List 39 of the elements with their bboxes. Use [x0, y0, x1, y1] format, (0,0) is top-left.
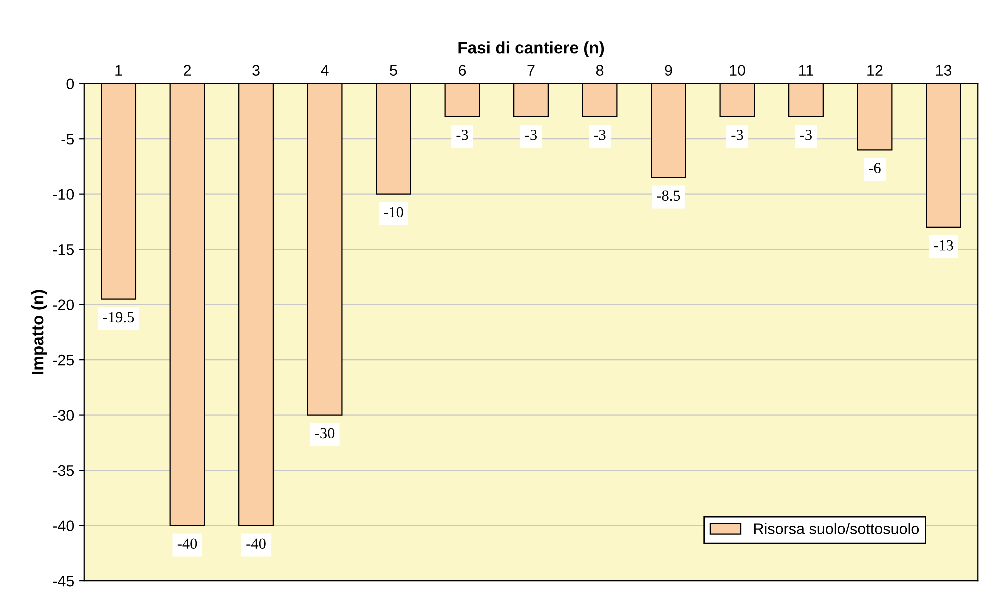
y-tick-label: -30 — [53, 410, 74, 421]
x-tick-label: 6 — [459, 65, 466, 76]
y-tick-label: -45 — [53, 576, 74, 587]
x-tick-label: 2 — [184, 65, 192, 76]
data-label: -10 — [384, 207, 404, 218]
x-tick-label: 9 — [665, 65, 672, 76]
x-axis-title: Fasi di cantiere (n) — [458, 42, 604, 58]
data-label: -40 — [246, 538, 266, 550]
y-tick-label: -5 — [62, 134, 74, 145]
x-tick-label: 12 — [868, 65, 883, 76]
y-tick-label: -15 — [53, 244, 74, 256]
y-tick-label: -40 — [53, 520, 74, 532]
data-label: -6 — [869, 163, 881, 174]
x-tick-label: 11 — [799, 65, 814, 76]
data-label: -3 — [594, 130, 606, 140]
data-label: -3 — [732, 130, 744, 140]
data-label: -8.5 — [657, 190, 680, 202]
y-tick-label: 0 — [66, 78, 74, 90]
x-tick-label: 10 — [730, 65, 746, 76]
data-label: -3 — [456, 130, 468, 140]
y-tick-label: -20 — [53, 300, 74, 311]
legend-label: Risorsa suolo/sottosuolo — [754, 523, 920, 534]
data-label: -19.5 — [103, 312, 134, 323]
x-tick-label: 1 — [116, 65, 122, 76]
data-label: -13 — [934, 240, 954, 251]
x-tick-label: 13 — [936, 65, 952, 76]
data-label: -3 — [800, 130, 812, 140]
y-tick-label: -10 — [53, 189, 74, 200]
y-tick-label: -35 — [53, 465, 74, 476]
x-tick-label: 7 — [528, 65, 535, 76]
x-tick-label: 3 — [252, 65, 260, 76]
y-axis-title: Impatto (n) — [32, 290, 48, 374]
x-tick-label: 8 — [596, 65, 604, 76]
data-label: -3 — [525, 130, 538, 140]
y-tick-label: -25 — [53, 354, 74, 366]
x-tick-label: 4 — [321, 65, 329, 76]
data-label: -40 — [178, 538, 198, 550]
data-label: -30 — [315, 428, 335, 439]
x-tick-label: 5 — [390, 65, 398, 76]
